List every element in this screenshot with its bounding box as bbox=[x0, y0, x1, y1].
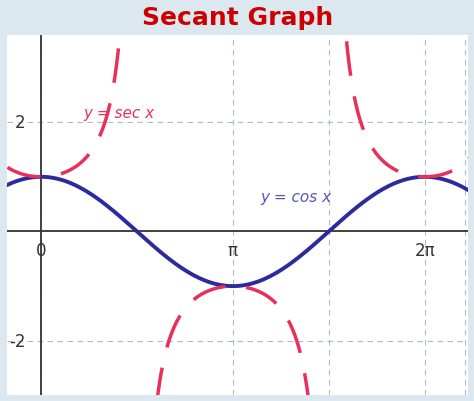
Text: 2: 2 bbox=[15, 114, 26, 132]
Text: -2: -2 bbox=[9, 332, 26, 350]
Text: y = sec x: y = sec x bbox=[84, 105, 155, 120]
Title: Secant Graph: Secant Graph bbox=[142, 6, 334, 30]
Text: 0: 0 bbox=[36, 242, 46, 259]
Text: y = cos x: y = cos x bbox=[261, 190, 332, 205]
Text: 2π: 2π bbox=[414, 242, 435, 259]
Text: π: π bbox=[228, 242, 238, 259]
